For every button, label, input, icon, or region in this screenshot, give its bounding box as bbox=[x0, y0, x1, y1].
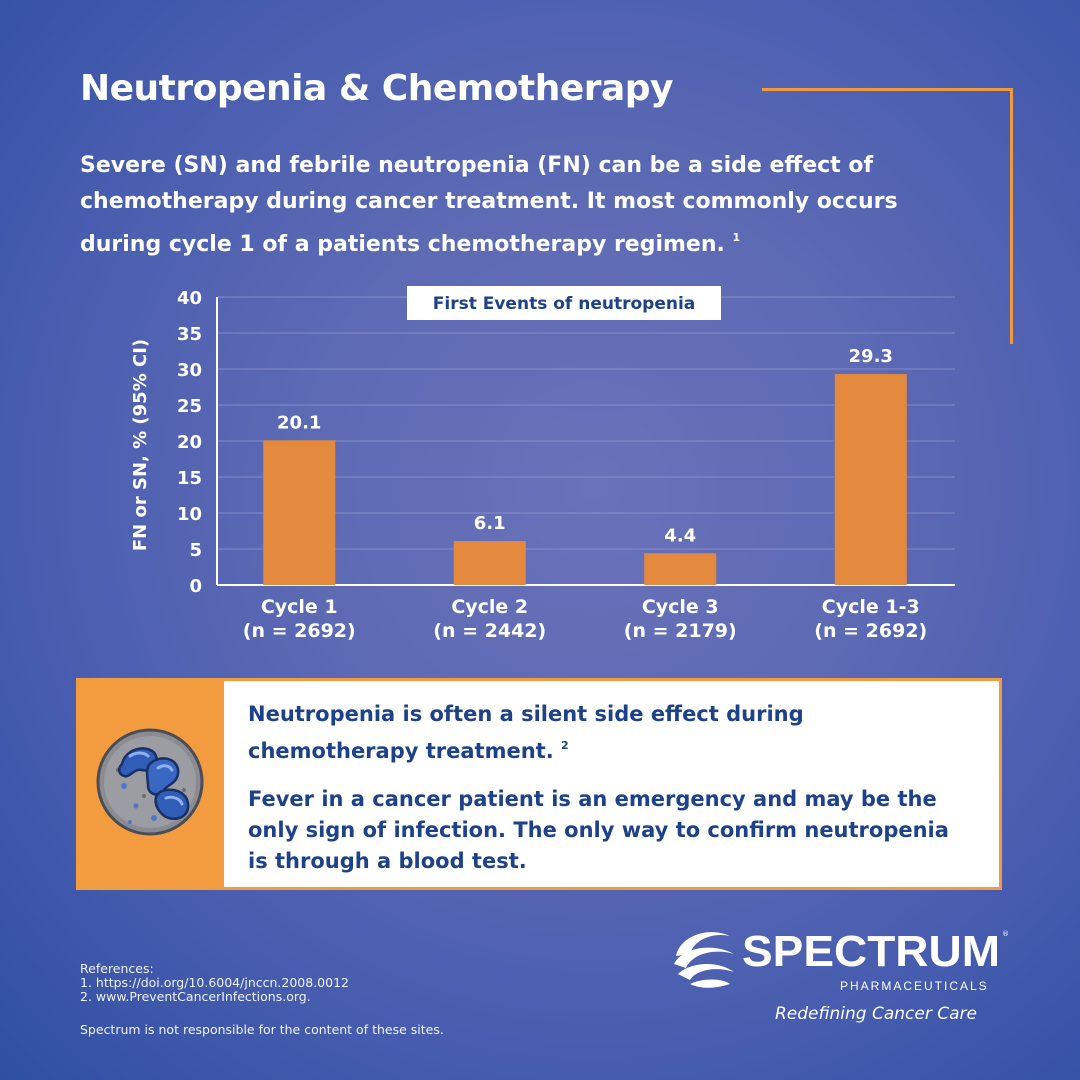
bar bbox=[453, 541, 526, 585]
reference-2[interactable]: 2. www.PreventCancerInfections.org. bbox=[80, 989, 311, 1004]
x-tick-sublabel: (n = 2692) bbox=[814, 620, 927, 642]
callout-reference-marker: 2 bbox=[561, 739, 569, 752]
y-tick-label: 10 bbox=[177, 504, 202, 525]
y-tick-label: 15 bbox=[177, 468, 202, 489]
data-label: 29.3 bbox=[849, 346, 893, 367]
x-tick-sublabel: (n = 2692) bbox=[243, 620, 356, 642]
neutrophil-cell-icon bbox=[96, 728, 204, 836]
y-tick-label: 35 bbox=[177, 324, 202, 345]
y-axis-label: FN or SN, % (95% CI) bbox=[130, 339, 151, 551]
x-tick-label: Cycle 2 bbox=[451, 596, 528, 618]
disclaimer: Spectrum is not responsible for the cont… bbox=[80, 1022, 444, 1037]
bar-chart: 0 5 10 15 20 25 30 35 40 FN or SN, % (95% CI) 20.1… bbox=[130, 286, 955, 642]
intro-paragraph: Severe (SN) and febrile neutropenia (FN)… bbox=[80, 148, 940, 263]
callout-line-1-text: Neutropenia is often a silent side effec… bbox=[248, 702, 804, 763]
y-tick-label: 5 bbox=[189, 540, 202, 561]
y-tick-label: 0 bbox=[189, 576, 202, 597]
spectrum-logo: SPECTRUM ® PHARMACEUTICALS bbox=[674, 927, 1009, 993]
callout-line-1: Neutropenia is often a silent side effec… bbox=[248, 699, 975, 767]
x-tick-label: Cycle 1-3 bbox=[822, 596, 920, 618]
y-tick-label: 25 bbox=[177, 396, 202, 417]
intro-reference-marker: 1 bbox=[732, 231, 741, 244]
references-heading: References: bbox=[80, 961, 154, 976]
data-label: 20.1 bbox=[277, 412, 321, 433]
bar bbox=[644, 553, 717, 585]
intro-text: Severe (SN) and febrile neutropenia (FN)… bbox=[80, 153, 898, 257]
chart-title-box bbox=[407, 286, 721, 320]
y-tick-label: 30 bbox=[177, 360, 202, 381]
references: References: 1. https://doi.org/10.6004/j… bbox=[80, 962, 349, 1004]
tagline: Redefining Cancer Care bbox=[775, 1004, 977, 1024]
logo-subtitle: PHARMACEUTICALS bbox=[840, 979, 989, 993]
y-tick-label: 40 bbox=[177, 288, 202, 309]
x-tick-label: Cycle 1 bbox=[261, 596, 338, 618]
chart-title: First Events of neutropenia bbox=[433, 294, 696, 314]
reference-1[interactable]: 1. https://doi.org/10.6004/jnccn.2008.00… bbox=[80, 975, 349, 990]
bar bbox=[263, 440, 336, 585]
logo-wordmark: SPECTRUM bbox=[742, 927, 1000, 976]
x-tick-sublabel: (n = 2442) bbox=[433, 620, 546, 642]
callout-text-panel: Neutropenia is often a silent side effec… bbox=[224, 681, 999, 887]
x-tick-sublabel: (n = 2179) bbox=[624, 620, 737, 642]
callout-box: Neutropenia is often a silent side effec… bbox=[76, 678, 1002, 890]
data-label: 4.4 bbox=[664, 525, 696, 546]
x-tick-label: Cycle 3 bbox=[642, 596, 719, 618]
page-title: Neutropenia & Chemotherapy bbox=[80, 68, 674, 109]
callout-line-2: Fever in a cancer patient is an emergenc… bbox=[248, 787, 949, 873]
bar bbox=[834, 374, 907, 585]
y-tick-label: 20 bbox=[177, 432, 202, 453]
logo-swirl-icon bbox=[674, 932, 734, 988]
decorative-bracket-line bbox=[762, 88, 1013, 344]
data-label: 6.1 bbox=[474, 513, 506, 534]
registered-mark-icon: ® bbox=[1002, 930, 1009, 938]
